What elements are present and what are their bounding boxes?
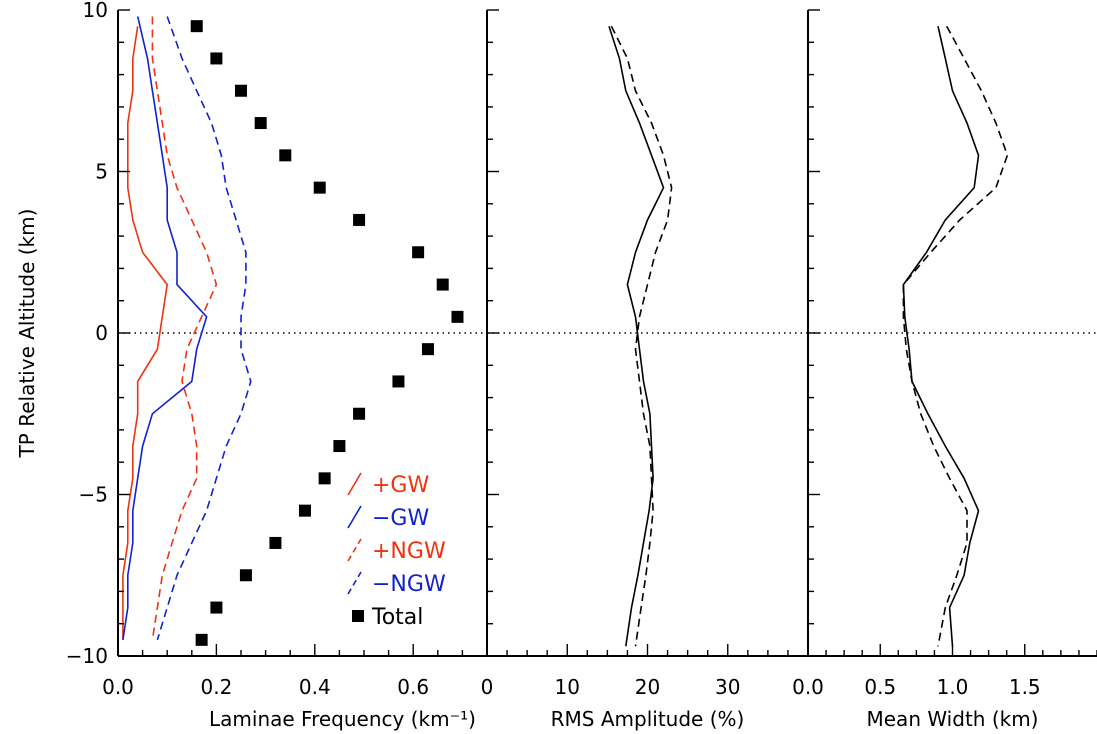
series-width-1-line <box>902 25 1009 647</box>
total-marker-point <box>412 246 425 259</box>
x-tick-label: 0.5 <box>864 675 896 699</box>
panel-frequency <box>118 16 487 646</box>
series-frequency-2-line <box>151 16 218 641</box>
x-tick-label: 30 <box>715 675 740 699</box>
x-tick-label: 0.4 <box>299 675 331 699</box>
total-marker-point <box>421 343 434 356</box>
total-marker-point <box>269 536 282 549</box>
legend-line-symbol <box>347 505 362 529</box>
total-marker-point <box>353 213 366 226</box>
x-tick-label: 0 <box>481 675 494 699</box>
x-tick-label: 1.5 <box>1009 675 1041 699</box>
series-amplitude-0-line <box>608 25 665 647</box>
legend-label: −GW <box>372 506 429 531</box>
total-marker-point <box>436 278 449 291</box>
series-frequency-0-line <box>122 26 169 640</box>
x-tick-label: 0.0 <box>792 675 824 699</box>
total-marker-point <box>392 375 405 388</box>
panel-data <box>118 16 487 646</box>
legend-total-marker <box>352 610 364 622</box>
total-marker-point <box>195 633 208 646</box>
total-marker-point <box>298 504 311 517</box>
y-tick-label: −10 <box>66 644 108 668</box>
panel-data <box>487 25 808 647</box>
x-tick-label: 0.0 <box>102 675 134 699</box>
total-marker-point <box>313 181 326 194</box>
x-axis-title: Mean Width (km) <box>867 707 1039 731</box>
series-frequency-4 <box>190 20 464 646</box>
legend-label: −NGW <box>372 572 446 597</box>
total-marker-point <box>318 472 331 485</box>
x-axis-title: RMS Amplitude (%) <box>551 707 745 731</box>
panel-amplitude <box>487 25 808 647</box>
series-frequency-3-line <box>156 16 252 641</box>
x-tick-label: 0.6 <box>397 675 429 699</box>
x-axis-title: Laminae Frequency (km⁻¹) <box>209 707 476 731</box>
series-amplitude-1-line <box>610 25 673 647</box>
total-marker-point <box>235 84 247 97</box>
plot-area <box>118 16 1097 647</box>
total-marker-point <box>210 52 223 65</box>
y-axis-title: TP Relative Altitude (km) <box>15 209 39 459</box>
legend-line-symbol <box>347 472 362 496</box>
legend-line-symbol <box>347 571 362 595</box>
total-marker-point <box>279 149 292 162</box>
x-tick-label: 1.0 <box>937 675 969 699</box>
legend-label: +GW <box>372 473 429 498</box>
legend-label: +NGW <box>372 539 446 564</box>
total-marker-point <box>451 310 464 323</box>
y-tick-label: −5 <box>79 483 108 507</box>
total-marker-point <box>239 569 252 582</box>
y-tick-label: 10 <box>83 0 108 22</box>
panel-width <box>808 25 1097 647</box>
series-frequency-1-line <box>122 16 208 641</box>
legend: +GW −GW +NGW −NGW Total <box>347 472 446 630</box>
x-tick-label: 20 <box>635 675 660 699</box>
total-marker-point <box>333 440 346 453</box>
y-tick-label: 5 <box>95 160 108 184</box>
series-width-0-line <box>902 26 980 647</box>
x-tick-label: 10 <box>555 675 580 699</box>
legend-label: Total <box>371 605 423 630</box>
total-marker-point <box>210 601 223 614</box>
y-tick-label: 0 <box>95 321 108 345</box>
x-tick-label: 0.2 <box>200 675 232 699</box>
total-marker-point <box>254 117 267 130</box>
legend-line-symbol <box>347 538 362 562</box>
total-marker-point <box>353 407 366 420</box>
panel-data <box>808 25 1097 647</box>
total-marker-point <box>190 20 203 33</box>
